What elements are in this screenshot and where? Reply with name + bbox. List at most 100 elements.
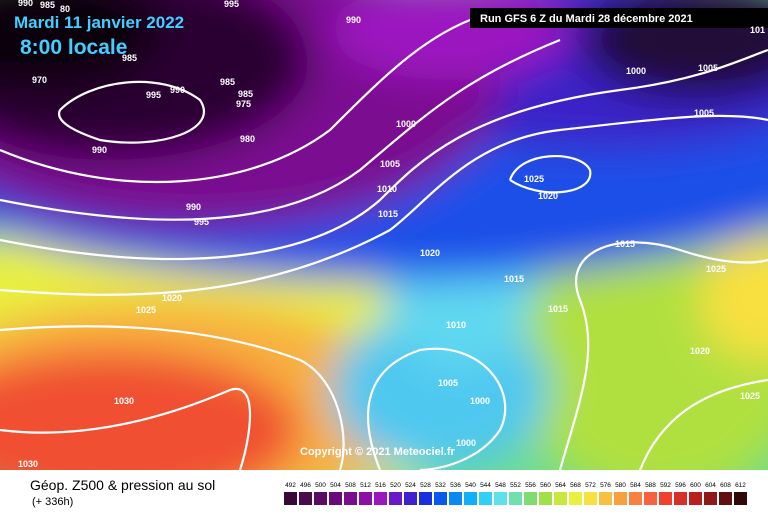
legend-title: Géop. Z500 & pression au sol bbox=[30, 477, 215, 493]
color-swatch bbox=[464, 492, 477, 505]
color-swatch bbox=[404, 492, 417, 505]
color-swatch bbox=[479, 492, 492, 505]
isobar-label: 1005 bbox=[438, 378, 458, 388]
isobar-label: 1025 bbox=[706, 264, 726, 274]
isobar-label: 995 bbox=[224, 0, 239, 9]
color-swatch bbox=[719, 492, 732, 505]
isobar-label: 1020 bbox=[690, 346, 710, 356]
isobar-label: 1015 bbox=[548, 304, 568, 314]
color-swatch bbox=[584, 492, 597, 505]
color-swatch bbox=[659, 492, 672, 505]
colorbar-label: 548 bbox=[495, 482, 506, 489]
color-swatch bbox=[314, 492, 327, 505]
colorbar-label: 596 bbox=[675, 482, 686, 489]
color-swatch bbox=[419, 492, 432, 505]
colorbar-label: 536 bbox=[450, 482, 461, 489]
colorbar-label: 552 bbox=[510, 482, 521, 489]
colorbar-label: 572 bbox=[585, 482, 596, 489]
colorbar-label: 508 bbox=[345, 482, 356, 489]
colorbar-label: 568 bbox=[570, 482, 581, 489]
colorbar-label: 504 bbox=[330, 482, 341, 489]
color-swatch bbox=[344, 492, 357, 505]
isobar-label: 1020 bbox=[420, 248, 440, 258]
isobar-label: 1000 bbox=[456, 438, 476, 448]
color-swatch bbox=[389, 492, 402, 505]
isobar-label: 1015 bbox=[378, 209, 398, 219]
isobar-label: 1025 bbox=[524, 174, 544, 184]
colorbar-label: 604 bbox=[705, 482, 716, 489]
isobar-label: 985 bbox=[220, 77, 235, 87]
color-swatch bbox=[329, 492, 342, 505]
isobar-label: 995 bbox=[146, 90, 161, 100]
color-swatch bbox=[734, 492, 747, 505]
isobar-label: 980 bbox=[240, 134, 255, 144]
color-swatch bbox=[689, 492, 702, 505]
isobar-label: 1020 bbox=[162, 293, 182, 303]
isobar-label: 970 bbox=[32, 75, 47, 85]
isobar-label: 1005 bbox=[380, 159, 400, 169]
color-swatch bbox=[494, 492, 507, 505]
color-swatch bbox=[539, 492, 552, 505]
isobar-label: 1015 bbox=[504, 274, 524, 284]
run-info: Run GFS 6 Z du Mardi 28 décembre 2021 bbox=[480, 13, 693, 25]
colorbar-label: 524 bbox=[405, 482, 416, 489]
isobar-label: 985 bbox=[122, 53, 137, 63]
colorbar-label: 544 bbox=[480, 482, 491, 489]
colorbar-label: 580 bbox=[615, 482, 626, 489]
color-swatch bbox=[599, 492, 612, 505]
color-swatch bbox=[374, 492, 387, 505]
color-swatch bbox=[509, 492, 522, 505]
isobar-label: 990 bbox=[170, 85, 185, 95]
colorbar-label: 492 bbox=[285, 482, 296, 489]
isobar-label: 990 bbox=[186, 202, 201, 212]
colorbar-label: 612 bbox=[735, 482, 746, 489]
color-swatch bbox=[554, 492, 567, 505]
colorbar-label: 556 bbox=[525, 482, 536, 489]
run-box bbox=[470, 8, 768, 28]
isobar-label: 1025 bbox=[136, 305, 156, 315]
isobar-label: 975 bbox=[236, 99, 251, 109]
isobar-label: 1005 bbox=[698, 63, 718, 73]
isobar-label: 1020 bbox=[538, 191, 558, 201]
color-swatch bbox=[449, 492, 462, 505]
color-swatch bbox=[359, 492, 372, 505]
isobar-label: 101 bbox=[750, 25, 765, 35]
isobar-label: 1010 bbox=[377, 184, 397, 194]
colorbar-label: 600 bbox=[690, 482, 701, 489]
copyright: Copyright © 2021 Meteociel.fr bbox=[300, 446, 456, 458]
color-swatch bbox=[524, 492, 537, 505]
date: Mardi 11 janvier 2022 bbox=[14, 13, 184, 32]
color-swatch bbox=[434, 492, 447, 505]
colorbar-label: 532 bbox=[435, 482, 446, 489]
isobar-label: 1010 bbox=[446, 320, 466, 330]
isobar-label: 985 bbox=[40, 0, 55, 10]
time: 8:00 locale bbox=[20, 36, 127, 59]
colorbar-label: 516 bbox=[375, 482, 386, 489]
colorbar-label: 584 bbox=[630, 482, 641, 489]
isobar-label: 990 bbox=[346, 15, 361, 25]
isobar-label: 1025 bbox=[740, 391, 760, 401]
color-swatch bbox=[299, 492, 312, 505]
isobar-label: 1005 bbox=[694, 108, 714, 118]
isobar-label: 995 bbox=[194, 217, 209, 227]
colorbar-label: 528 bbox=[420, 482, 431, 489]
isobar-label: 1000 bbox=[626, 66, 646, 76]
color-swatch bbox=[629, 492, 642, 505]
colorbar-label: 500 bbox=[315, 482, 326, 489]
isobar-label: 1000 bbox=[396, 119, 416, 129]
colorbar-label: 520 bbox=[390, 482, 401, 489]
colorbar-label: 576 bbox=[600, 482, 611, 489]
colorbar-label: 564 bbox=[555, 482, 566, 489]
colorbar-label: 512 bbox=[360, 482, 371, 489]
color-swatch bbox=[674, 492, 687, 505]
isobar-label: 1000 bbox=[470, 396, 490, 406]
isobar-label: 1030 bbox=[114, 396, 134, 406]
isobar-label: 985 bbox=[238, 89, 253, 99]
color-swatch bbox=[644, 492, 657, 505]
colorbar-label: 588 bbox=[645, 482, 656, 489]
colorbar: 492 496 500 504 508 512 516 520 524 528 532 536 540 5… bbox=[284, 482, 747, 505]
color-swatch bbox=[284, 492, 297, 505]
